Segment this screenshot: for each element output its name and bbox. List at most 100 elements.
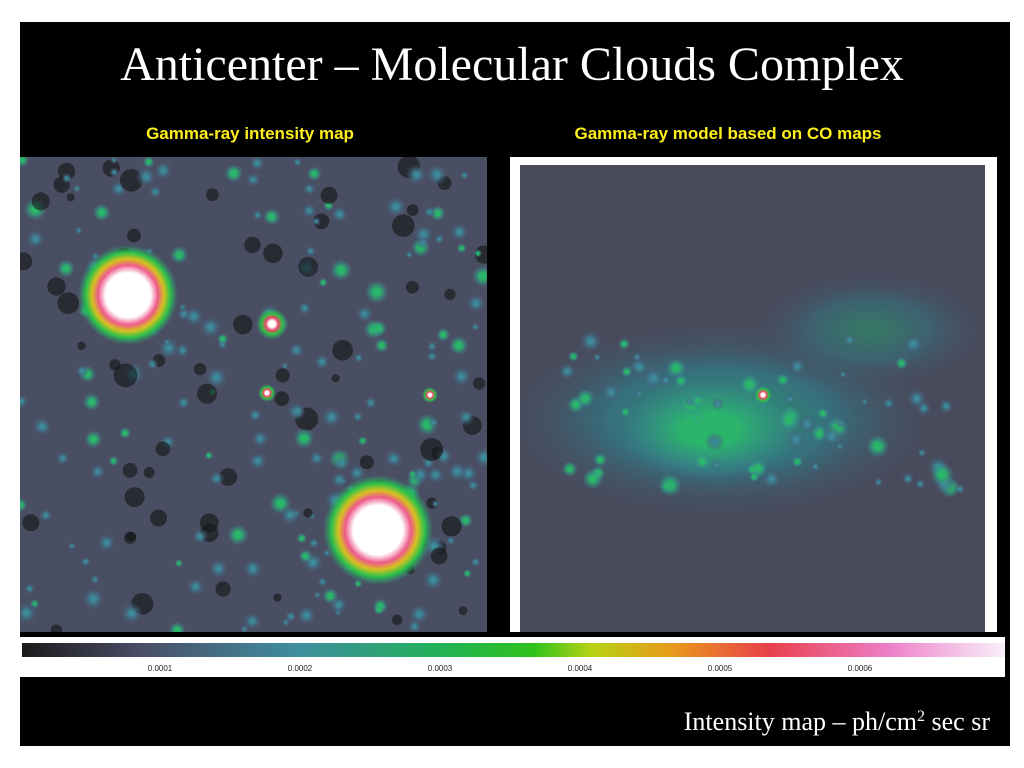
warm-spot [258, 384, 276, 402]
speckle [364, 280, 389, 304]
speckle [660, 480, 673, 493]
panel-label: Gamma-ray intensity map [146, 124, 354, 143]
speckle [301, 202, 318, 219]
colorbar-tick-label: 0.0001 [148, 664, 173, 673]
speckle [174, 559, 183, 568]
speckle [685, 397, 695, 408]
caption-superscript: 2 [917, 708, 925, 725]
speckle [578, 329, 603, 354]
speckle [348, 463, 367, 482]
warm-spot [256, 308, 288, 340]
speckle [142, 157, 155, 168]
speckle [204, 365, 229, 390]
speckle [355, 304, 374, 324]
speckle [311, 216, 322, 227]
speckle [79, 555, 92, 568]
speckle [450, 365, 473, 388]
speckle [20, 157, 30, 168]
speckle [292, 157, 303, 168]
speckle [426, 340, 438, 353]
speckle [318, 277, 328, 288]
speckle [465, 293, 486, 314]
speckle [820, 425, 843, 447]
speckle [810, 461, 821, 472]
speckle [473, 249, 482, 258]
colorbar-tick-label: 0.0002 [288, 664, 313, 673]
speckle [56, 259, 76, 278]
colorbar [22, 643, 1005, 657]
speckle [120, 601, 143, 625]
speckle [441, 516, 462, 537]
speckle [916, 447, 927, 458]
speckle [298, 256, 318, 277]
speckle [866, 434, 889, 458]
speckle [150, 509, 168, 527]
speckle [882, 396, 896, 410]
speckle [242, 611, 262, 631]
speckle [176, 395, 191, 410]
speckle [791, 456, 804, 468]
speckle [332, 454, 351, 472]
speckle [302, 182, 317, 196]
speckle [410, 464, 431, 485]
speckle [711, 459, 723, 471]
colorbar-tick-label: 0.0005 [708, 664, 733, 673]
speckle [50, 624, 63, 632]
speckle [457, 408, 475, 426]
caption: Intensity map – ph/cm2 sec sr [684, 707, 991, 736]
speckle [308, 537, 320, 550]
hot-spot [78, 245, 178, 345]
speckle [67, 541, 77, 551]
colorbar-tick-label: 0.0003 [428, 664, 453, 673]
speckle [426, 465, 446, 485]
speckle [89, 574, 101, 585]
colorbar-tick-label: 0.0004 [568, 664, 593, 673]
speckle [436, 327, 451, 342]
speckle [456, 243, 467, 254]
speckle [628, 356, 650, 378]
speckle [370, 320, 388, 337]
speckle [38, 508, 53, 523]
speckle [66, 193, 75, 202]
speckle [459, 170, 470, 181]
speckle [72, 183, 82, 194]
speckle [273, 593, 282, 602]
speckle [20, 601, 38, 625]
speckle [575, 389, 595, 409]
speckle [422, 568, 445, 592]
speckle [363, 395, 378, 410]
speckle [97, 533, 117, 553]
speckle [227, 524, 249, 546]
speckle [320, 406, 343, 429]
speckle [317, 576, 328, 588]
speckle [431, 499, 440, 508]
speckle [582, 468, 603, 490]
colorbar-tick-label: 0.0006 [848, 664, 873, 673]
speckle [383, 449, 404, 469]
speckle [123, 531, 137, 544]
speckle [248, 157, 266, 172]
speckle [472, 377, 486, 390]
speckle [711, 397, 725, 411]
speckle [860, 397, 869, 406]
speckle [248, 451, 268, 471]
speckle [621, 365, 633, 378]
speckle [289, 403, 306, 420]
caption-suffix: sec sr [925, 707, 990, 736]
speckle [135, 166, 157, 188]
speckle [247, 407, 263, 423]
speckle [208, 558, 229, 579]
panel-label: Gamma-ray model based on CO maps [574, 124, 881, 143]
speckle [178, 302, 187, 312]
speckle [761, 469, 782, 490]
speckle [357, 436, 368, 446]
speckle [906, 388, 928, 410]
speckle [224, 164, 244, 183]
speckle [81, 586, 106, 611]
speckle [55, 451, 70, 466]
speckle [244, 236, 261, 254]
speckle [473, 446, 487, 469]
speckle [332, 339, 353, 361]
speckle [405, 280, 419, 294]
speckle [895, 356, 908, 370]
